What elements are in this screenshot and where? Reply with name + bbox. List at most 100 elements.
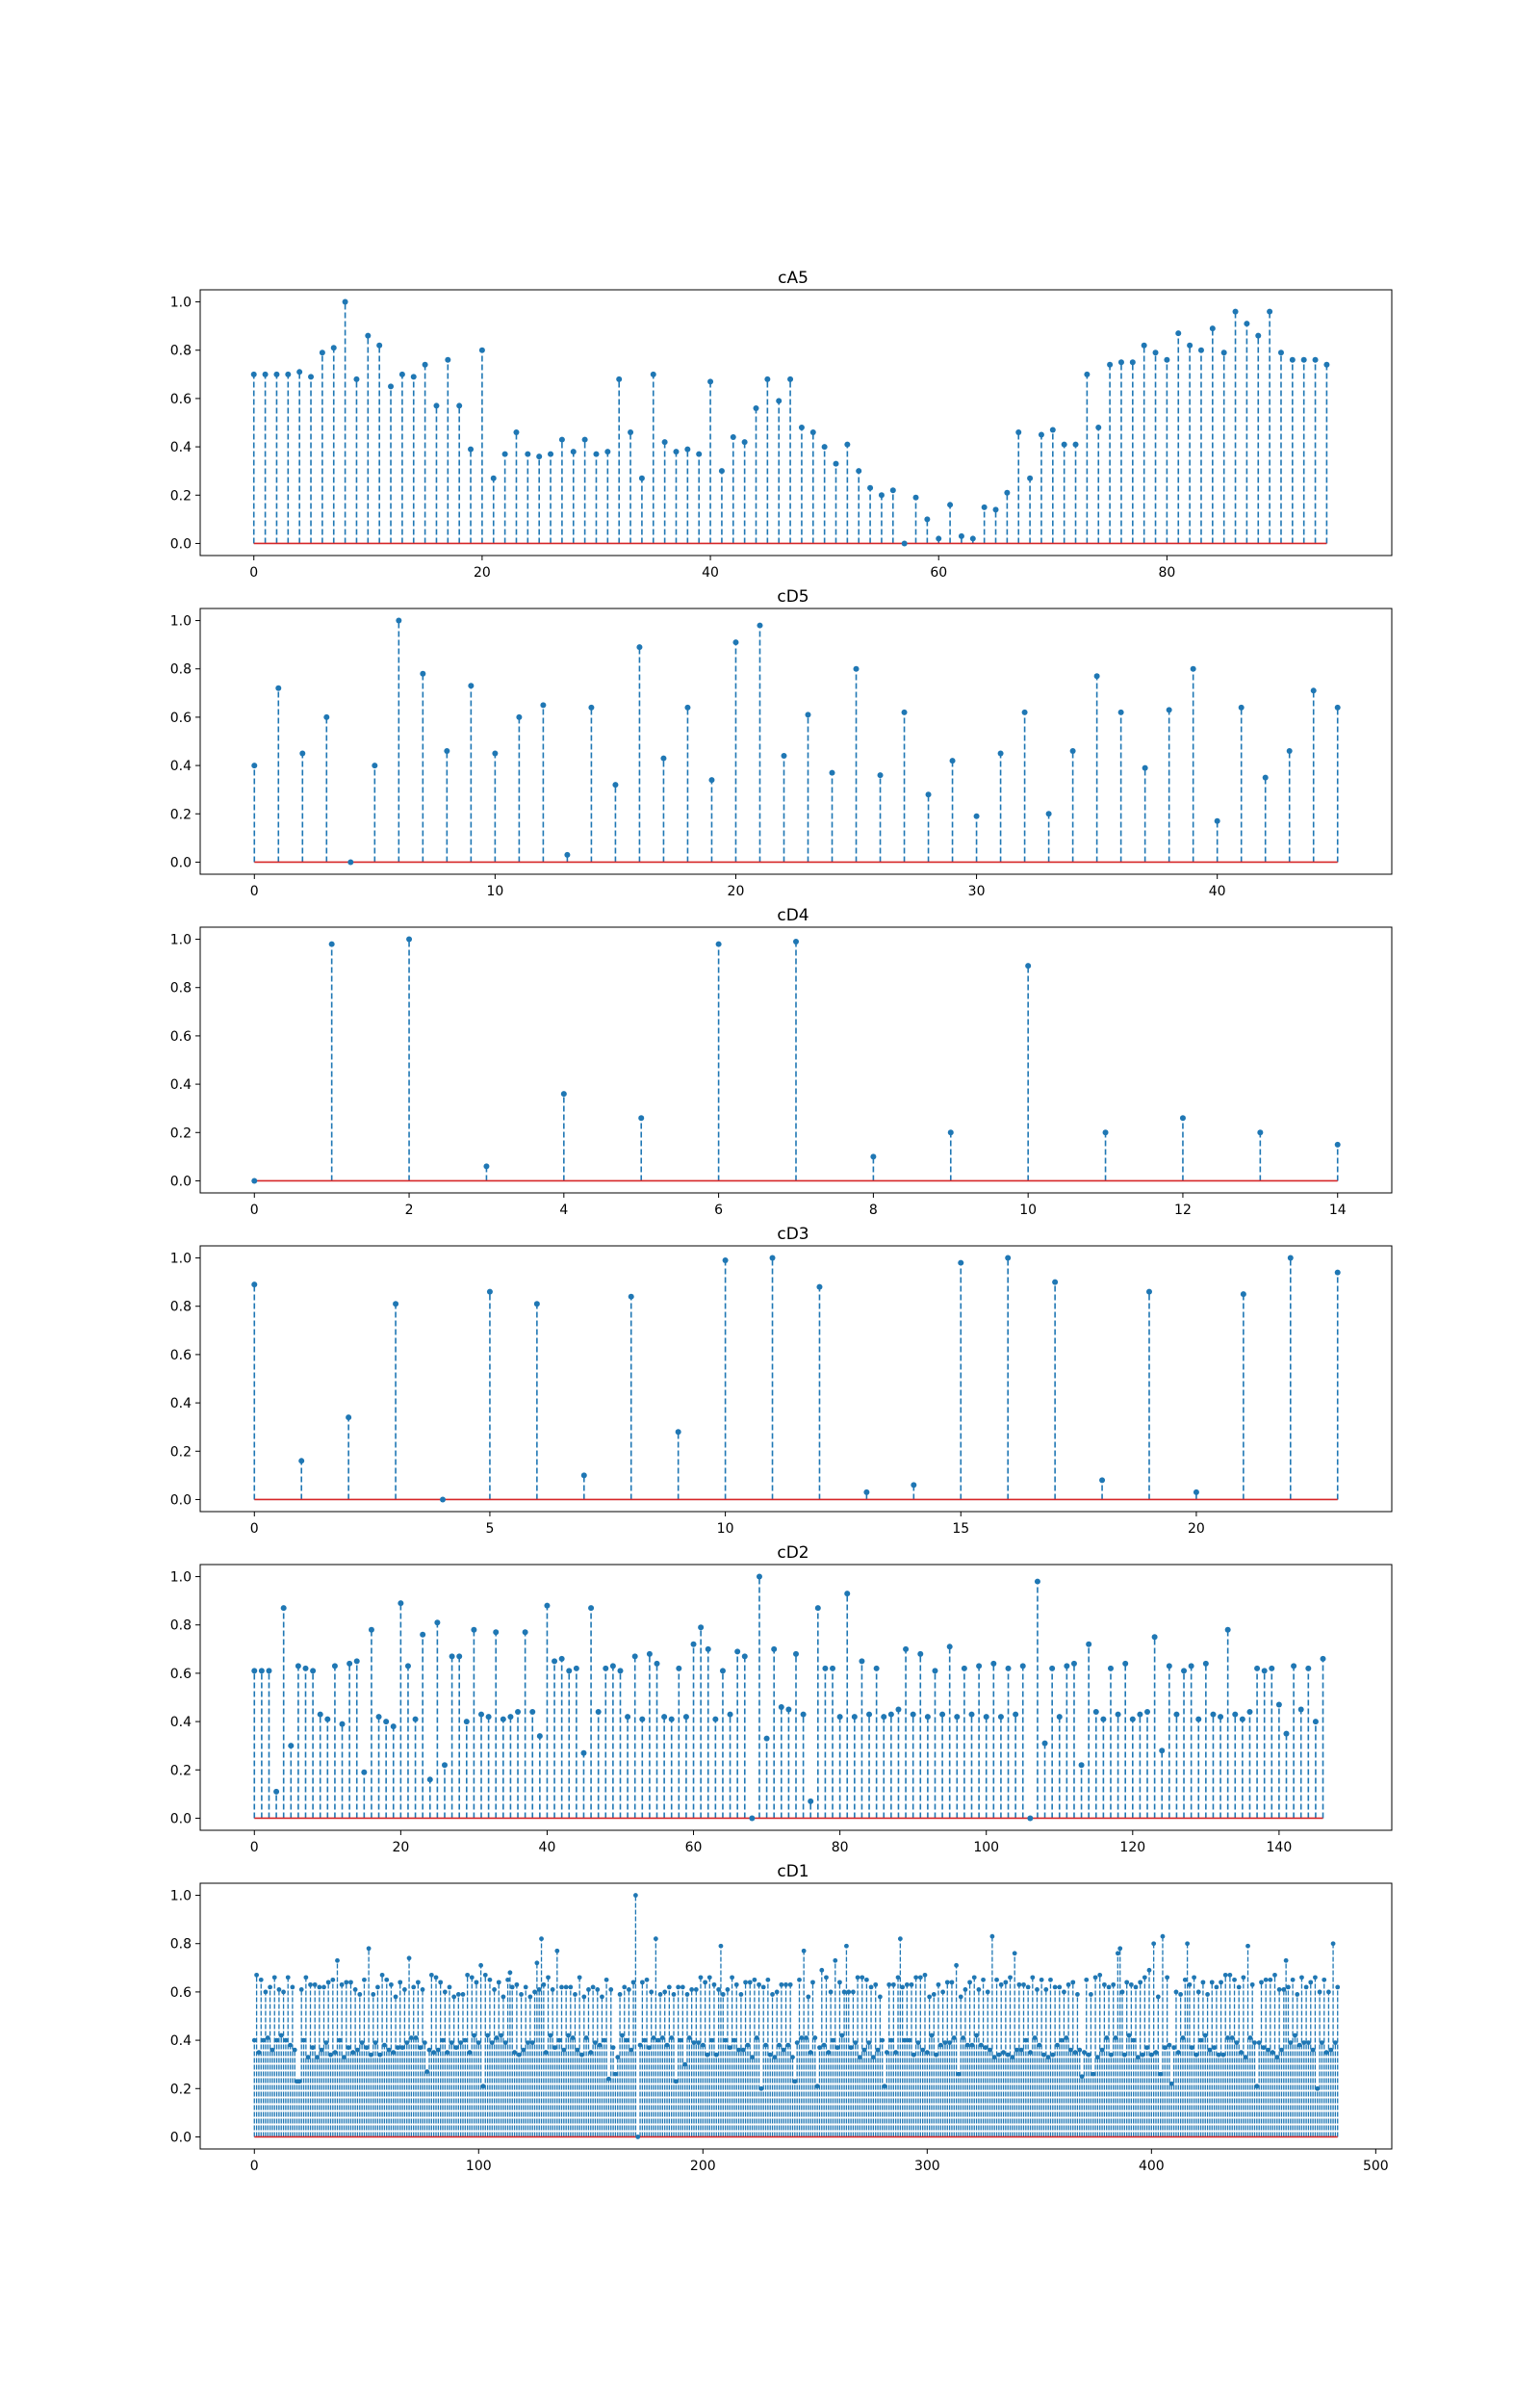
stem-marker: [1052, 1279, 1059, 1285]
stem-marker: [924, 2050, 930, 2056]
stem-marker: [451, 1994, 457, 2000]
stem-marker: [386, 2047, 392, 2053]
stem-marker: [1269, 1665, 1275, 1671]
stem-marker: [274, 2037, 279, 2043]
stem-marker: [615, 2055, 621, 2060]
stem-marker: [375, 1714, 382, 1721]
stem-marker: [853, 2040, 859, 2046]
stem-marker: [362, 1977, 367, 1982]
stem-marker: [1025, 963, 1032, 970]
stem-marker: [1115, 1711, 1121, 1718]
stem-marker: [1162, 2045, 1168, 2051]
stem-marker: [1141, 342, 1147, 349]
stem-marker: [1072, 441, 1079, 448]
stem-marker: [391, 2050, 397, 2056]
stem-marker: [1219, 1980, 1223, 1985]
stem-marker: [1166, 1663, 1172, 1669]
stem-marker: [769, 1255, 776, 1261]
stem-marker: [266, 1668, 272, 1674]
stem-marker: [321, 1984, 326, 1990]
stem-marker: [1295, 1992, 1300, 1997]
stem-marker: [1192, 1975, 1196, 1980]
stem-marker: [673, 449, 680, 455]
stem-marker: [1194, 2052, 1199, 2058]
stem-marker: [1241, 1975, 1246, 1980]
stem-marker: [388, 383, 395, 390]
stem-marker: [1070, 1980, 1076, 1985]
stem-marker: [404, 1663, 411, 1669]
stem-marker: [1061, 441, 1067, 448]
stem-marker: [740, 2047, 746, 2053]
stem-marker: [764, 375, 771, 382]
stem-marker: [1003, 1980, 1009, 1985]
stem-marker: [967, 1980, 972, 1985]
stem-marker: [369, 2052, 373, 2058]
stem-marker: [911, 1482, 917, 1488]
stem-marker: [292, 2047, 297, 2053]
stem-marker: [1104, 2035, 1110, 2040]
stem-marker: [1129, 359, 1136, 366]
stem-marker: [590, 1984, 596, 1990]
stem-marker: [398, 1980, 403, 1985]
stem-marker: [1062, 1989, 1066, 1995]
x-tick-label: 10: [486, 884, 503, 899]
stem-marker: [969, 2042, 975, 2048]
stem-marker: [817, 2045, 822, 2051]
stem-marker: [355, 2047, 360, 2053]
stem-marker: [265, 2035, 270, 2040]
stem-marker: [1300, 356, 1307, 363]
stem-marker: [541, 1981, 547, 1987]
stem-marker: [635, 2135, 641, 2139]
stem-marker: [732, 639, 739, 646]
stem-marker: [630, 1980, 636, 1985]
stem-marker: [410, 374, 417, 380]
stem-marker: [556, 2037, 562, 2043]
y-tick-label: 0.0: [170, 1811, 192, 1826]
stem-marker: [804, 2035, 808, 2040]
stem-marker: [393, 1994, 398, 2000]
stem-marker: [1050, 2052, 1056, 2058]
stem-marker: [308, 374, 315, 380]
x-tick-label: 80: [832, 1840, 849, 1855]
stem-marker: [445, 2050, 450, 2056]
stem-marker: [873, 1665, 880, 1671]
x-tick-label: 40: [702, 565, 719, 581]
stem-marker: [661, 439, 668, 446]
stem-marker: [1152, 349, 1159, 356]
stem-marker: [1175, 330, 1182, 337]
stem-marker: [888, 2037, 894, 2043]
stem-marker: [684, 446, 691, 453]
y-tick-label: 1.0: [170, 1252, 192, 1267]
stem-marker: [1202, 2032, 1208, 2038]
stem-marker: [733, 1981, 739, 1987]
stem-marker: [1313, 1975, 1318, 1980]
stem-marker: [566, 1668, 573, 1674]
stem-marker: [1214, 817, 1220, 824]
stem-marker: [990, 1660, 997, 1667]
stem-marker: [1075, 1992, 1080, 1997]
stem-marker: [1027, 1815, 1034, 1822]
stem-marker: [1097, 1972, 1103, 1978]
stem-marker: [348, 1980, 353, 1985]
stem-marker: [516, 713, 523, 720]
stem-marker: [1268, 1977, 1273, 1982]
stem-marker: [1182, 1977, 1188, 1982]
stem-marker: [398, 371, 405, 377]
stem-marker: [684, 704, 691, 711]
stem-marker: [529, 1709, 536, 1716]
stem-marker: [1068, 2047, 1073, 2053]
stem-marker: [1117, 359, 1124, 366]
stem-marker: [706, 1975, 712, 1980]
stem-marker: [720, 1992, 726, 1997]
stem-marker: [299, 750, 306, 757]
y-tick-label: 0.8: [170, 1300, 192, 1315]
stem-marker: [925, 791, 932, 798]
y-tick-label: 0.2: [170, 807, 192, 822]
stem-marker: [602, 2037, 607, 2043]
stem-marker: [711, 1981, 717, 1987]
stem-marker: [560, 1091, 567, 1098]
stem-marker: [612, 782, 619, 789]
stem-marker: [622, 1984, 628, 1990]
stem-marker: [1181, 1668, 1188, 1674]
stem-marker: [1180, 2035, 1186, 2040]
